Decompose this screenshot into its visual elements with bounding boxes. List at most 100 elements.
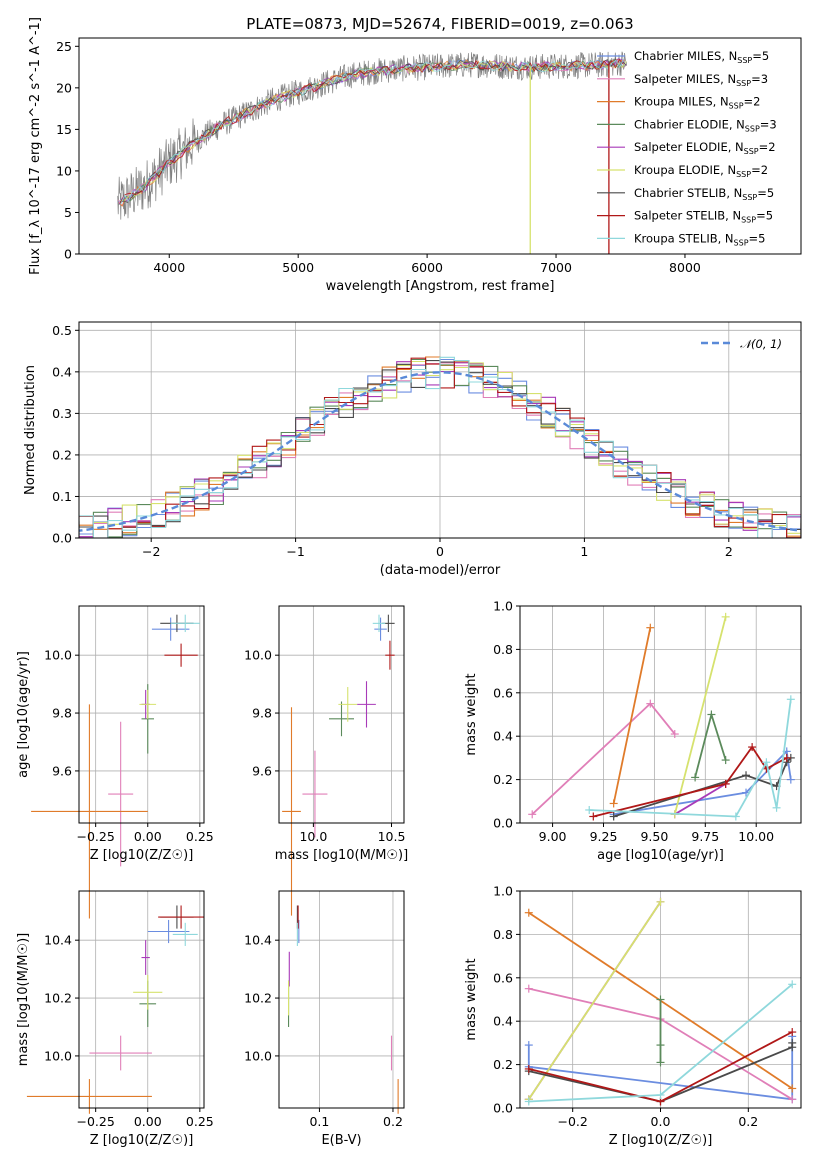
legend-entry: Salpeter ELODIE, NSSP=2 xyxy=(634,140,776,156)
x-tick-label: 9.75 xyxy=(691,829,719,844)
y-axis-label: Flux [f_λ 10^-17 erg cm^-2 s^-1 A^-1] xyxy=(28,17,43,275)
errorbar-point xyxy=(302,750,328,838)
weight-marker xyxy=(524,1064,533,1073)
legend-nssp: =5 xyxy=(752,49,769,63)
weight-marker xyxy=(646,699,655,708)
plot-area-residuals xyxy=(79,356,801,538)
weight-marker xyxy=(721,756,730,765)
errorbar-point xyxy=(329,701,354,737)
y-tick-label: 10.0 xyxy=(244,1048,272,1063)
weight-marker xyxy=(788,980,797,989)
plot-area-mass-vs-Z xyxy=(26,905,204,1114)
y-axis-label: mass weight xyxy=(464,673,479,755)
legend-subscript: SSP xyxy=(736,170,751,179)
plot-area-age-vs-Z xyxy=(31,614,200,919)
y-axis-label: age [log10(age/yr)] xyxy=(16,651,31,778)
x-axis-label: E(B-V) xyxy=(321,1133,361,1148)
legend-nssp: =3 xyxy=(751,72,768,86)
y-axis-label: mass weight xyxy=(464,958,479,1040)
weight-marker xyxy=(670,730,679,739)
y-tick-label: 9.8 xyxy=(52,706,72,721)
x-tick-label: 10.00 xyxy=(738,829,774,844)
y-tick-label: 1.0 xyxy=(493,599,513,614)
y-tick-label: 0 xyxy=(64,247,72,262)
x-tick-label: −0.25 xyxy=(77,829,115,844)
y-tick-label: 5 xyxy=(64,205,72,220)
legend-subscript: SSP xyxy=(736,79,751,88)
weight-marker xyxy=(786,695,795,704)
errorbar-point xyxy=(26,1079,152,1114)
weight-series-line xyxy=(694,711,727,778)
weight-marker xyxy=(742,771,751,780)
axes-age-vs-Z: −0.25 0.00 0.25 9.6 9.8 10.0 Z [log10(Z/Z☉)] ag… xyxy=(16,605,214,919)
legend-subscript: SSP xyxy=(742,193,757,202)
y-tick-label: 10.4 xyxy=(44,933,72,948)
plot-area-weight-vs-Z xyxy=(524,897,797,1106)
weight-marker xyxy=(762,758,771,767)
x-axis-label: mass [log10(M/M☉)] xyxy=(275,848,408,863)
weight-series-line xyxy=(673,616,727,815)
x-tick-label: 9.25 xyxy=(590,829,618,844)
spectrum-model-line xyxy=(119,57,628,204)
weight-marker xyxy=(772,803,781,812)
x-tick-label: 0.0 xyxy=(651,1114,671,1129)
weight-series-line xyxy=(674,783,727,816)
legend-subscript: SSP xyxy=(729,102,744,111)
legend-subscript: SSP xyxy=(741,216,756,225)
weight-marker xyxy=(782,753,791,762)
weight-marker xyxy=(524,1097,533,1106)
legend-subscript: SSP xyxy=(745,124,760,133)
x-axis-label: age [log10(age/yr)] xyxy=(597,848,724,863)
figure-title: PLATE=0873, MJD=52674, FIBERID=0019, z=0… xyxy=(246,15,633,33)
errorbar-point xyxy=(108,721,134,867)
plot-area-mass-vs-EBV xyxy=(288,905,399,1114)
x-tick-label: 0.25 xyxy=(186,829,214,844)
x-tick-label: 0.00 xyxy=(134,1114,162,1129)
weight-marker xyxy=(646,623,655,632)
axes-frame xyxy=(278,605,405,824)
x-tick-label: −2 xyxy=(142,544,160,559)
x-tick-label: 0.2 xyxy=(383,1114,403,1129)
y-tick-label: 0.1 xyxy=(52,489,72,504)
x-tick-label: 10.0 xyxy=(299,829,327,844)
y-tick-label: 20 xyxy=(56,80,72,95)
legend-entry: Chabrier STELIB, NSSP=5 xyxy=(634,186,774,202)
weight-marker xyxy=(731,812,740,821)
axes-spectrum: 4000 5000 6000 7000 8000 0 5 10 15 20 25 wavelength… xyxy=(28,17,802,294)
errorbar-point xyxy=(147,919,190,944)
weight-series-line xyxy=(527,1036,794,1101)
weight-marker xyxy=(609,799,618,808)
axes-weight-vs-Z: −0.2 0.0 0.2 0.0 0.2 0.4 0.6 0.8 1.0 Z [log10(Z/Z… xyxy=(464,884,802,1148)
legend-spectrum: Chabrier MILES, NSSP=5 Salpeter MILES, NS… xyxy=(597,49,777,247)
weight-marker xyxy=(528,810,537,819)
y-tick-label: 9.8 xyxy=(252,706,272,721)
x-tick-label: 8000 xyxy=(669,260,701,275)
y-tick-label: 0.0 xyxy=(493,1101,513,1116)
legend-entry: Chabrier MILES, NSSP=5 xyxy=(634,49,769,65)
y-tick-label: 0.2 xyxy=(493,1057,513,1072)
plot-area-age-vs-mass xyxy=(282,614,395,916)
axes-frame xyxy=(78,37,802,255)
errorbar-point xyxy=(372,614,386,633)
legend-subscript: SSP xyxy=(744,147,759,156)
weight-marker xyxy=(524,984,533,993)
axes-age-vs-mass: 10.0 10.5 9.6 9.8 10.0 mass [log10(M/M☉)] xyxy=(244,605,408,916)
legend-subscript: SSP xyxy=(734,238,749,247)
legend-nssp: =5 xyxy=(749,231,766,245)
y-tick-label: 1.0 xyxy=(493,884,513,899)
y-axis-label: Normed distribution xyxy=(23,365,38,495)
spectrum-model-line xyxy=(119,58,624,204)
x-tick-label: −0.2 xyxy=(558,1114,588,1129)
weight-series-line xyxy=(612,627,652,804)
errorbar-point xyxy=(282,707,301,916)
legend-nssp: =3 xyxy=(760,117,777,131)
errorbar-point xyxy=(133,974,163,1010)
x-axis-label: wavelength [Angstrom, rest frame] xyxy=(326,279,555,294)
weight-marker xyxy=(524,908,533,917)
x-tick-label: 2 xyxy=(725,544,733,559)
legend-nssp: =2 xyxy=(759,140,776,154)
legend-entry: Salpeter STELIB, NSSP=5 xyxy=(634,209,773,225)
legend-entry: Salpeter MILES, NSSP=3 xyxy=(634,72,768,88)
